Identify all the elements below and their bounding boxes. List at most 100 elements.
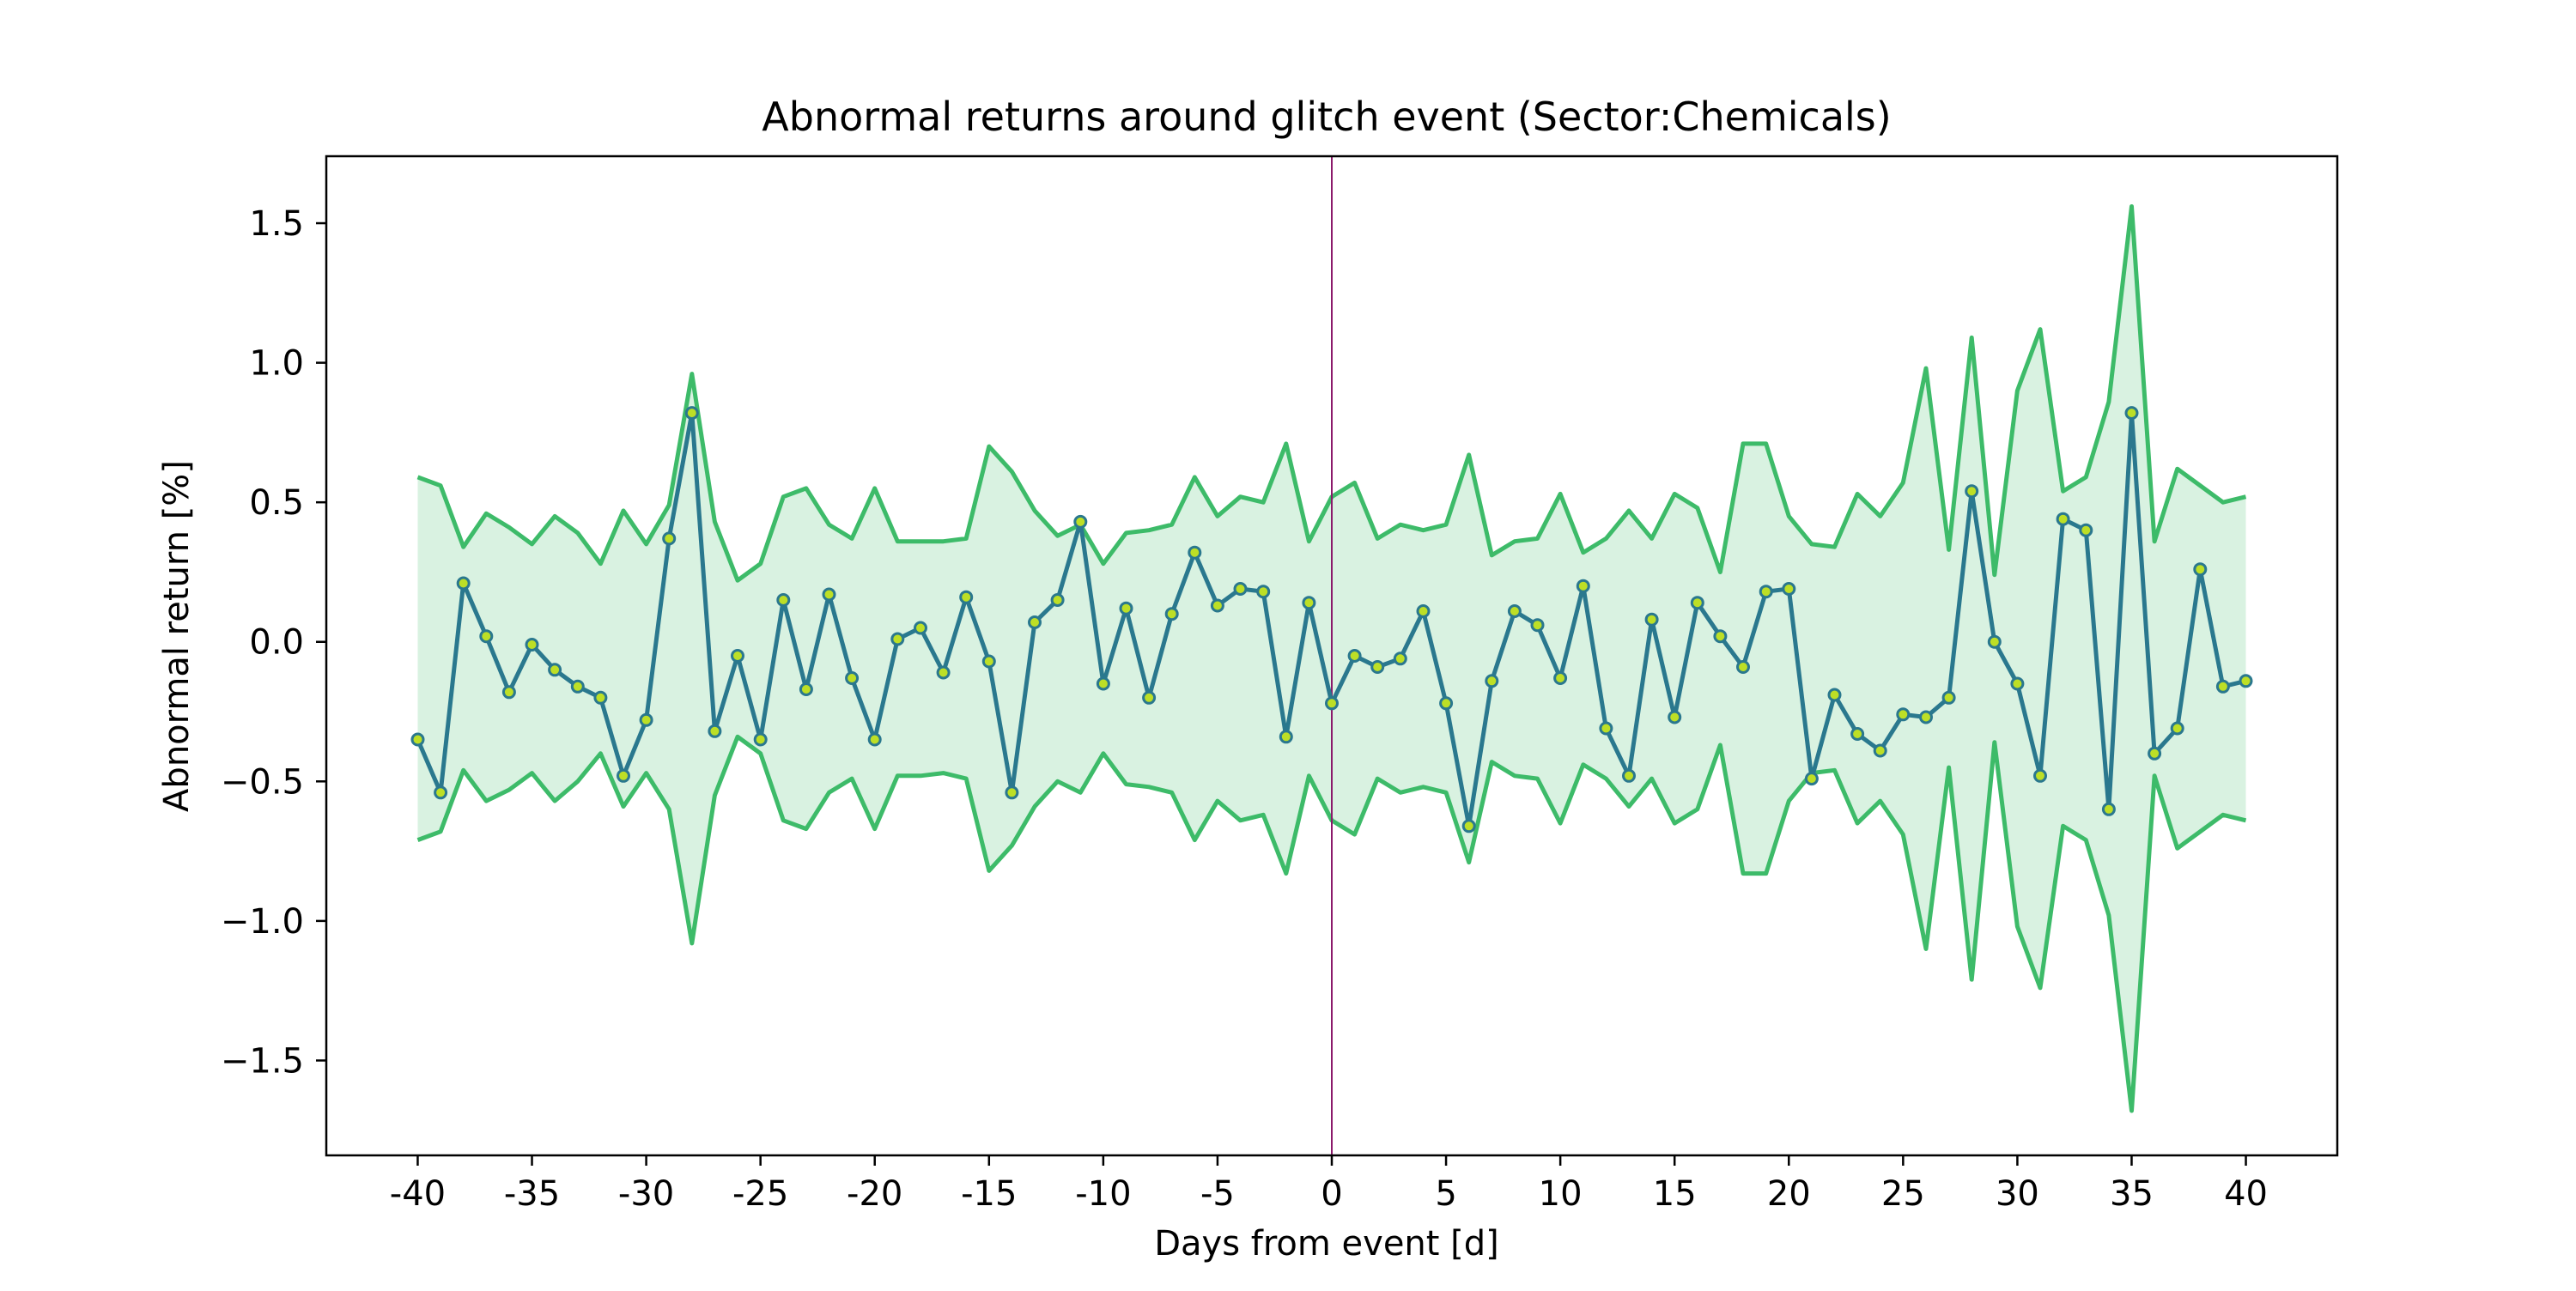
x-axis-label: Days from event [d] xyxy=(1154,1224,1499,1264)
data-point xyxy=(1576,579,1590,593)
data-point xyxy=(1690,596,1704,610)
y-tick-label: 0.5 xyxy=(249,483,304,523)
x-tick-label: 40 xyxy=(2224,1174,2268,1214)
x-tick-label: 25 xyxy=(1881,1174,1925,1214)
data-point xyxy=(1050,593,1065,607)
data-point xyxy=(1164,607,1179,621)
x-tick-label: 5 xyxy=(1435,1174,1456,1214)
data-point xyxy=(617,768,630,783)
data-point xyxy=(501,685,516,700)
x-tick-label: -10 xyxy=(1075,1174,1131,1214)
data-point xyxy=(1896,707,1911,722)
data-point xyxy=(684,406,699,421)
data-point xyxy=(1188,545,1202,560)
x-tick-label: 30 xyxy=(1996,1174,2039,1214)
data-point xyxy=(479,629,494,644)
data-point xyxy=(1668,710,1682,724)
data-point xyxy=(2033,768,2047,783)
x-tick-label: -35 xyxy=(504,1174,560,1214)
y-tick-label: −1.5 xyxy=(221,1041,304,1081)
data-point xyxy=(867,732,882,747)
x-tick-label: -30 xyxy=(618,1174,674,1214)
data-point xyxy=(1873,743,1887,758)
data-point xyxy=(1941,690,1956,705)
data-point xyxy=(1919,710,1933,724)
data-point xyxy=(1553,671,1568,685)
data-point xyxy=(1073,514,1088,529)
x-tick-label: 20 xyxy=(1767,1174,1811,1214)
x-tick-label: -5 xyxy=(1200,1174,1235,1214)
data-point xyxy=(845,671,860,685)
data-point xyxy=(959,590,974,604)
data-point xyxy=(1279,730,1293,744)
data-point xyxy=(1759,585,1773,599)
data-point xyxy=(1370,660,1385,674)
data-point xyxy=(570,679,585,694)
data-point xyxy=(1393,652,1407,666)
data-point xyxy=(1142,690,1157,705)
y-tick-label: 0.0 xyxy=(249,623,304,663)
series-layer xyxy=(410,406,2253,833)
data-point xyxy=(2101,802,2116,816)
axes-layer: -40 -35 -30 -25 -20 -15 -10 -5 0 5 10 15 20 25 30 35 40 −… xyxy=(221,155,2339,1214)
y-axis-label: Abnormal return [%] xyxy=(157,460,197,812)
data-point xyxy=(981,654,996,669)
data-point xyxy=(639,712,653,727)
data-point xyxy=(662,531,677,546)
data-point xyxy=(1987,634,2002,649)
data-point xyxy=(1965,484,1979,499)
data-point xyxy=(1850,727,1865,741)
data-point xyxy=(410,732,425,747)
data-point xyxy=(822,587,836,602)
chart-title: Abnormal returns around glitch event (Se… xyxy=(762,94,1891,140)
data-point xyxy=(1644,612,1659,627)
data-point xyxy=(593,690,608,705)
data-point xyxy=(1461,819,1476,833)
data-point xyxy=(548,663,562,677)
data-point xyxy=(2079,523,2093,537)
data-point xyxy=(1119,601,1133,615)
x-tick-label: -25 xyxy=(732,1174,788,1214)
data-point xyxy=(731,649,744,663)
data-point xyxy=(1439,696,1454,711)
data-point xyxy=(1713,629,1728,644)
data-point xyxy=(2124,406,2139,421)
y-tick-label: 1.0 xyxy=(249,344,304,384)
data-point xyxy=(1347,649,1362,663)
data-point xyxy=(456,576,471,591)
data-point xyxy=(890,632,905,646)
data-point xyxy=(2010,676,2025,691)
data-point xyxy=(2148,746,2162,761)
data-point xyxy=(1599,721,1613,736)
data-point xyxy=(936,665,951,680)
data-point xyxy=(914,621,927,635)
y-tick-label: 1.5 xyxy=(249,204,304,244)
data-point xyxy=(1256,585,1271,599)
data-point xyxy=(1302,596,1316,610)
y-tick-label: −0.5 xyxy=(221,762,304,802)
data-point xyxy=(1325,696,1339,711)
data-point xyxy=(1622,768,1636,783)
data-point xyxy=(1507,604,1522,618)
data-point xyxy=(1485,674,1499,688)
data-point xyxy=(799,682,813,696)
y-tick-label: −1.0 xyxy=(221,902,304,942)
data-point xyxy=(2170,721,2184,736)
data-point xyxy=(1416,604,1431,618)
data-point xyxy=(1782,582,1796,596)
data-point xyxy=(1804,772,1819,786)
data-point xyxy=(525,638,539,652)
x-tick-label: -20 xyxy=(847,1174,902,1214)
data-point xyxy=(2193,562,2208,577)
data-point xyxy=(2056,512,2070,526)
data-point xyxy=(1233,582,1248,596)
data-point xyxy=(434,785,448,800)
data-point xyxy=(1530,618,1545,633)
x-tick-label: 15 xyxy=(1653,1174,1697,1214)
data-point xyxy=(1827,688,1842,702)
data-point xyxy=(1736,660,1750,674)
data-point xyxy=(708,724,722,738)
data-point xyxy=(2239,674,2253,688)
